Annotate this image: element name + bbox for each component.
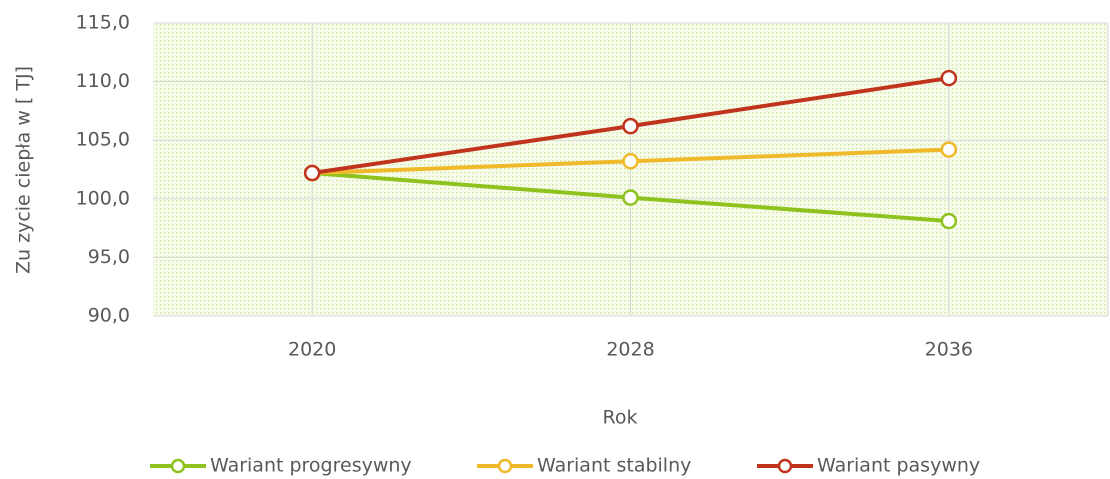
marker xyxy=(622,189,639,206)
y-axis-label: Zu zycie ciepła w [ TJ] xyxy=(13,66,35,274)
marker xyxy=(622,153,639,170)
legend-label: Wariant stabilny xyxy=(537,455,691,477)
y-tick-label: 105,0 xyxy=(76,129,130,151)
y-tick-label: 100,0 xyxy=(76,187,130,209)
y-tick-label: 95,0 xyxy=(88,246,130,268)
marker xyxy=(303,164,321,182)
y-tick-label: 115,0 xyxy=(76,12,130,34)
y-tick-label: 110,0 xyxy=(76,70,130,92)
x-tick-label: 2020 xyxy=(288,339,336,361)
y-tick-label: 90,0 xyxy=(88,305,130,327)
legend-marker xyxy=(777,458,793,474)
legend-label: Wariant progresywny xyxy=(210,455,412,477)
legend-label: Wariant pasywny xyxy=(817,455,980,477)
marker xyxy=(940,212,958,230)
x-axis-label: Rok xyxy=(603,407,638,429)
x-tick-label: 2036 xyxy=(925,339,973,361)
legend-marker xyxy=(497,458,513,474)
marker xyxy=(622,117,639,135)
x-tick-label: 2028 xyxy=(606,339,654,361)
marker xyxy=(940,141,958,158)
marker xyxy=(940,69,958,87)
legend-marker xyxy=(170,458,186,474)
